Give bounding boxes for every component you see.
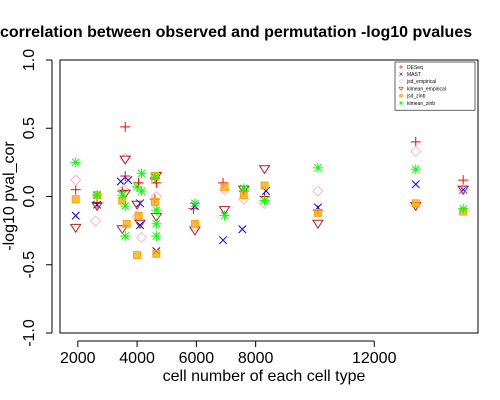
data-point [190, 219, 199, 228]
data-point [151, 218, 162, 229]
legend-label: jsd_empirical [406, 79, 436, 85]
legend-label: klmean_zinb [407, 101, 435, 107]
x-axis: 2000 4000 6000 8000 12000 [60, 340, 397, 367]
data-point [311, 219, 324, 229]
data-point [135, 231, 148, 244]
data-point [91, 202, 103, 212]
legend-marker [399, 72, 403, 76]
y-tick-label: 0.5 [21, 117, 38, 139]
data-point [149, 172, 160, 183]
data-point [218, 206, 231, 216]
data-point [152, 249, 161, 258]
data-point [70, 174, 82, 186]
data-point [312, 185, 324, 197]
data-point [258, 165, 271, 175]
y-tick-label: 0.0 [21, 185, 38, 207]
data-point [120, 231, 131, 242]
x-tick-label: 2000 [60, 350, 96, 367]
data-point [410, 145, 422, 158]
series-klmean_zinb [70, 157, 469, 242]
plot-frame [59, 59, 479, 334]
data-point [120, 201, 131, 212]
data-points [69, 121, 470, 260]
data-point [189, 198, 200, 209]
legend-label: klmean_empirical [407, 86, 446, 92]
data-point [133, 177, 144, 188]
data-point [410, 136, 421, 147]
data-point [116, 177, 125, 186]
data-point [136, 168, 147, 179]
data-point [122, 219, 131, 228]
series-MAST [71, 176, 468, 256]
data-point [136, 186, 147, 197]
data-point [411, 199, 420, 208]
legend-marker [398, 78, 404, 84]
data-point [135, 221, 145, 230]
data-point [260, 181, 269, 190]
data-point [151, 205, 162, 216]
data-point [117, 190, 128, 201]
data-point [410, 164, 421, 175]
y-axis-label: -log10 pval_cor [1, 141, 18, 251]
series-jsd_zinb [71, 172, 468, 260]
legend-label: MAST [407, 72, 421, 78]
data-point [116, 225, 129, 235]
data-point [218, 236, 228, 245]
data-point [120, 171, 131, 182]
y-tick-label: -1.0 [21, 319, 38, 347]
data-point [219, 210, 230, 221]
data-point [89, 215, 102, 227]
data-point [151, 231, 162, 242]
legend-marker [398, 86, 404, 91]
data-point [131, 200, 143, 210]
x-axis-label: cell number of each cell type [163, 368, 366, 385]
data-point [458, 203, 469, 214]
data-point [312, 162, 323, 173]
data-point [313, 208, 322, 217]
data-point [70, 157, 81, 168]
data-point [69, 223, 82, 234]
data-point [70, 184, 81, 195]
x-tick-label: 12000 [352, 350, 397, 367]
y-tick-label: 1.0 [21, 49, 38, 71]
data-point [133, 251, 142, 260]
data-point [457, 185, 470, 195]
data-point [92, 190, 103, 201]
data-point [458, 175, 469, 186]
legend-marker [399, 101, 403, 105]
legend-marker [399, 65, 403, 69]
data-point [220, 182, 229, 191]
x-tick-label: 6000 [179, 350, 215, 367]
y-tick-label: -0.5 [21, 251, 38, 279]
x-tick-label: 4000 [119, 350, 155, 367]
legend: DESeqMASTjsd_empiricalklmean_empiricaljs… [394, 61, 476, 111]
legend-box [394, 61, 476, 111]
data-point [124, 176, 133, 185]
data-point [258, 197, 271, 210]
data-point [150, 197, 159, 206]
data-point [71, 211, 80, 220]
data-point [259, 195, 270, 206]
data-point [238, 225, 247, 234]
data-point [134, 211, 143, 220]
legend-label: jsd_zinb [406, 94, 426, 100]
y-axis: -1.0 -0.5 0.0 0.5 1.0 [21, 49, 53, 347]
legend-label: DESeq [407, 65, 423, 71]
data-point [120, 121, 131, 132]
data-point [119, 155, 132, 165]
chart-title: correlation between observed and permuta… [0, 24, 472, 41]
x-tick-label: 8000 [238, 350, 274, 367]
legend-marker [399, 94, 403, 98]
data-point [411, 180, 420, 189]
data-point [134, 219, 146, 229]
series-DESeq [70, 121, 469, 216]
data-point [238, 183, 249, 194]
data-point [71, 195, 80, 204]
